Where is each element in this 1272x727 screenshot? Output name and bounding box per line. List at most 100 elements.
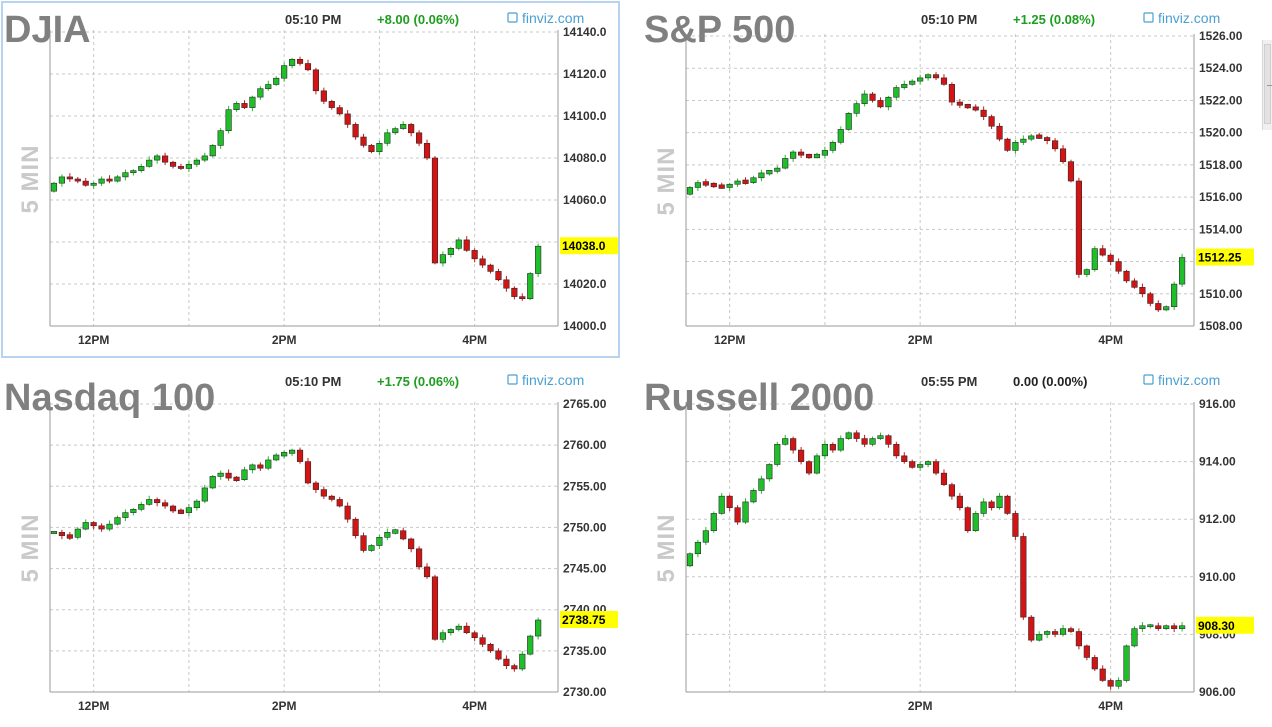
y-tick-label: 2730.00 [563,685,607,699]
candle-body [1004,495,1011,514]
candle-body [925,461,932,465]
candle-body [289,58,296,66]
candle-body [98,525,105,530]
watermark-label: 5 MIN [653,146,680,215]
candle-body [384,132,391,144]
y-tick-label: 14080.0 [563,151,607,165]
candle-body [265,459,272,469]
scrollbar-thumb[interactable] [1264,44,1272,124]
candle-body [1115,261,1122,272]
candle-body [296,449,304,462]
candle-body [177,166,185,169]
finviz-logo-icon [1143,374,1154,385]
candle-body [1028,616,1035,641]
candle-body [964,103,971,109]
candle-body [972,106,979,111]
chart-panel-nasdaq100[interactable]: 5 MIN 2765.00 2760.00 2755.00 2750.00 2745.00… [0,362,636,727]
candle-body [503,658,510,666]
candle-body [225,109,232,131]
scrollbar-grip-icon [1267,85,1272,86]
candle-body [1059,628,1067,635]
y-tick-label: 1522.00 [1199,93,1243,107]
candle-body [956,495,963,508]
candle-body [479,637,486,645]
candle-body [431,157,439,264]
candle-body [360,535,367,551]
candle-body [360,136,367,146]
finviz-brand-label: finviz.com [522,10,584,26]
candle-body [1099,248,1106,256]
candle-body [694,182,701,188]
candle-body [813,153,821,159]
chart-change: +8.00 (0.06%) [377,12,459,27]
candle-body [1131,628,1138,647]
x-tick-label: 2PM [908,699,933,713]
candle-body [1036,634,1043,641]
candle-body [901,84,908,88]
chart-panel-russell2000[interactable]: 5 MIN 916.00 914.00 912.00 910.00 908.00 906.0… [636,362,1262,727]
candle-body [281,65,288,79]
candle-body [519,653,526,670]
candle-body [336,107,343,115]
candle-body [877,100,884,108]
chart-title: Nasdaq 100 [4,377,215,419]
chart-title: S&P 500 [644,9,795,51]
candle-body [138,166,145,171]
chart-svg-nasdaq100: 5 MIN 2765.00 2760.00 2755.00 2750.00 2745.00… [4,372,618,713]
candle-body [1091,248,1098,270]
candle-body [1067,628,1075,632]
candle-body [1059,148,1067,162]
y-tick-label: 14000.0 [563,319,607,333]
y-tick-label: 916.00 [1199,397,1236,411]
candle-body [917,464,924,468]
candle-body [209,476,216,489]
y-tick-label: 2760.00 [563,438,607,452]
y-tick-label: 14140.0 [563,25,607,39]
candle-body [257,464,264,469]
candle-body [66,176,73,180]
chart-title: Russell 2000 [644,377,874,419]
candle-body [328,101,335,108]
candle-body [154,499,161,504]
candle-body [455,239,462,249]
candle-body [1179,625,1186,629]
candle-body [988,501,995,508]
finviz-brand-label: finviz.com [522,372,584,388]
candle-body [408,124,415,134]
candle-body [249,464,256,471]
candle-body [1052,631,1059,635]
candle-body [821,444,828,457]
candle-body [909,461,916,468]
candle-body [774,167,781,172]
candle-body [686,553,694,567]
candle-body [893,87,900,98]
finviz-logo-icon [507,374,518,385]
candle-body [837,438,844,451]
last-price-label: 1512.25 [1198,251,1242,265]
chart-panel-sp500[interactable]: 5 MIN 1526.00 1524.00 1522.00 1520.00 1518.00… [636,0,1262,362]
candle-body [1036,134,1043,139]
y-tick-label: 2750.00 [563,520,607,534]
candle-body [853,432,860,439]
finviz-brand-label: finviz.com [1158,10,1220,26]
chart-panel-djia[interactable]: 5 MIN 14140.0 14120.0 14100.0 14080.0 14060.0… [0,0,636,362]
candle-body [1155,625,1162,629]
candle-body [352,124,359,138]
candle-body [122,512,129,518]
x-tick-label: 12PM [78,333,109,347]
candle-body [710,182,717,188]
candle-body [169,161,177,167]
candle-body [1044,137,1051,142]
candle-body [901,455,908,462]
candle-body [209,145,216,157]
y-tick-label: 914.00 [1199,455,1236,469]
last-price-label: 908.30 [1198,619,1235,633]
candle-body [495,650,502,660]
candle-body [241,469,248,481]
candle-body [805,153,813,159]
scrollbar[interactable] [1262,40,1272,130]
candle-body [1028,135,1035,140]
candle-body [790,151,797,159]
candle-body [233,103,240,111]
x-tick-label: 4PM [1098,333,1123,347]
